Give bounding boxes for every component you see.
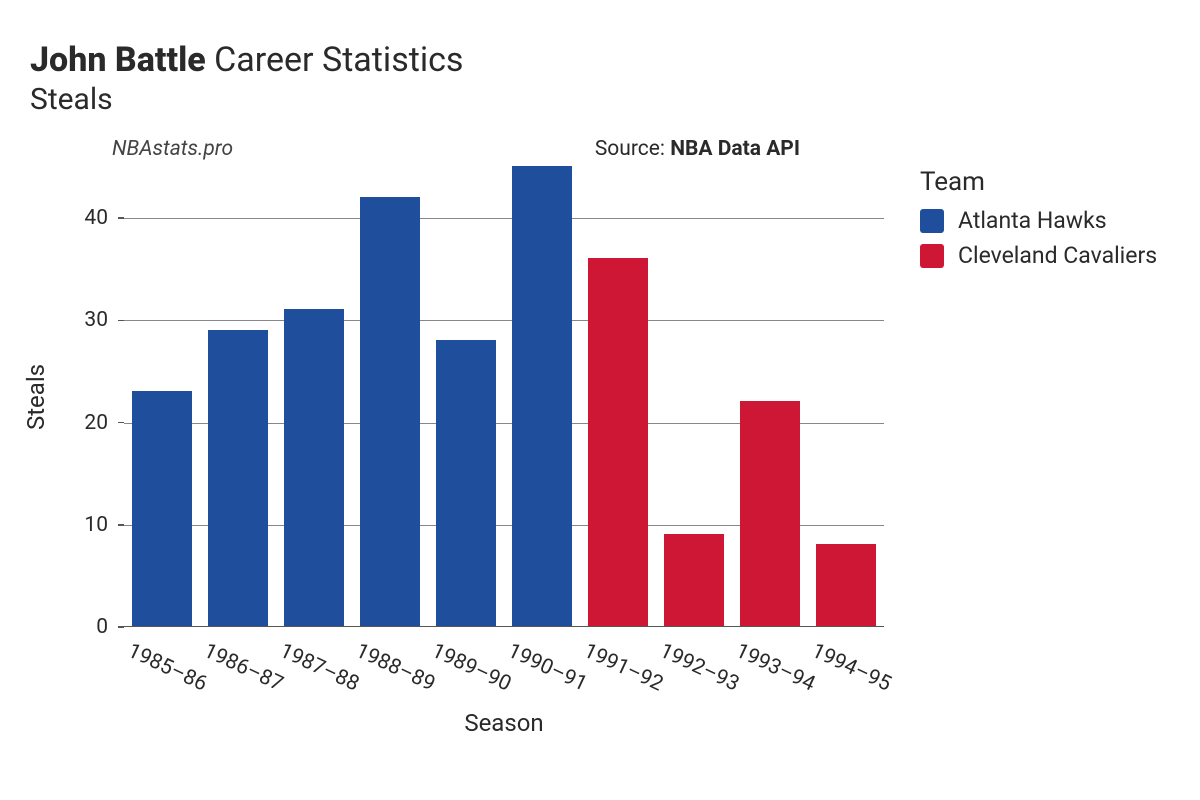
y-tick: 40 bbox=[74, 206, 124, 230]
chart-subtitle: Steals bbox=[30, 82, 1170, 117]
y-tick-label: 20 bbox=[84, 411, 118, 435]
y-tick-mark bbox=[118, 422, 124, 424]
bar bbox=[284, 309, 343, 626]
chart-container: John Battle Career Statistics Steals NBA… bbox=[0, 0, 1200, 800]
x-tick-label: 1985–86 bbox=[124, 639, 211, 697]
x-tick-label: 1991–92 bbox=[580, 639, 667, 697]
source-name: NBA Data API bbox=[670, 137, 800, 161]
legend-item: Atlanta Hawks bbox=[920, 207, 1157, 234]
x-tick-label: 1990–91 bbox=[504, 639, 591, 697]
y-tick: 20 bbox=[74, 411, 124, 435]
legend: Team Atlanta Hawks Cleveland Cavaliers bbox=[920, 167, 1157, 277]
x-tick-label: 1986–87 bbox=[200, 639, 287, 697]
bar bbox=[816, 544, 875, 626]
chart-title: John Battle Career Statistics bbox=[30, 40, 1170, 80]
y-tick-label: 10 bbox=[84, 513, 118, 537]
y-tick-label: 0 bbox=[96, 615, 118, 639]
title-block: John Battle Career Statistics Steals bbox=[30, 40, 1170, 117]
y-tick-mark bbox=[118, 524, 124, 526]
bar bbox=[664, 534, 723, 626]
y-tick-mark bbox=[118, 626, 124, 628]
bar bbox=[208, 330, 267, 626]
x-tick-label: 1987–88 bbox=[276, 639, 363, 697]
bar bbox=[132, 391, 191, 626]
chart-area: 010203040Steals1985–861986–871987–881988… bbox=[30, 167, 1170, 767]
brand-watermark: NBAstats.pro bbox=[30, 137, 233, 161]
x-tick-label: 1992–93 bbox=[656, 639, 743, 697]
source-attribution: Source: NBA Data API bbox=[595, 137, 1170, 161]
bar bbox=[512, 166, 571, 626]
gridline bbox=[124, 320, 884, 321]
y-axis-title: Steals bbox=[22, 364, 50, 430]
title-suffix: Career Statistics bbox=[214, 40, 463, 80]
x-axis-title: Season bbox=[464, 709, 543, 737]
legend-label: Cleveland Cavaliers bbox=[958, 242, 1157, 269]
legend-item: Cleveland Cavaliers bbox=[920, 242, 1157, 269]
y-tick-mark bbox=[118, 217, 124, 219]
x-tick-label: 1988–89 bbox=[352, 639, 439, 697]
legend-swatch bbox=[920, 209, 944, 233]
bar bbox=[588, 258, 647, 626]
y-tick: 30 bbox=[74, 308, 124, 332]
source-prefix: Source: bbox=[595, 137, 670, 161]
x-tick-label: 1993–94 bbox=[732, 639, 819, 697]
player-name: John Battle bbox=[30, 40, 206, 80]
header-row: NBAstats.pro Source: NBA Data API bbox=[30, 137, 1170, 161]
x-tick-label: 1994–95 bbox=[808, 639, 895, 697]
y-tick-mark bbox=[118, 320, 124, 322]
legend-label: Atlanta Hawks bbox=[958, 207, 1107, 234]
bar bbox=[360, 197, 419, 626]
plot-area bbox=[124, 167, 884, 627]
y-tick-label: 30 bbox=[84, 308, 118, 332]
y-tick: 10 bbox=[74, 513, 124, 537]
x-tick-label: 1989–90 bbox=[428, 639, 515, 697]
bar bbox=[740, 401, 799, 626]
legend-swatch bbox=[920, 244, 944, 268]
bar bbox=[436, 340, 495, 626]
y-tick: 0 bbox=[74, 615, 124, 639]
legend-title: Team bbox=[920, 167, 1157, 197]
gridline bbox=[124, 218, 884, 219]
y-tick-label: 40 bbox=[84, 206, 118, 230]
